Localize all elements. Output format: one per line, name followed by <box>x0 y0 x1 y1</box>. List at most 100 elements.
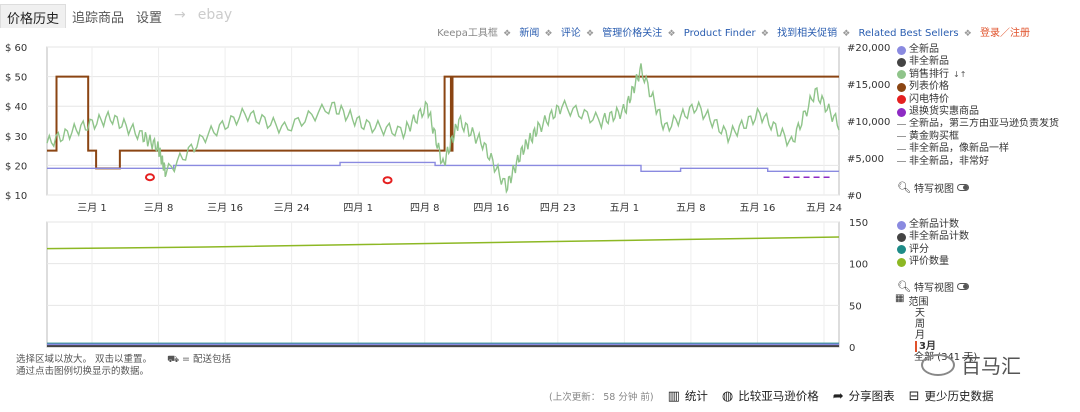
legend-item-used-like-new[interactable]: 非全新品，像新品一样 <box>897 143 1059 155</box>
legend-swatch <box>897 257 906 267</box>
legend-label: 非全新品，非常好 <box>909 155 989 167</box>
toolbar-link-best-sellers[interactable]: Related Best Sellers <box>858 28 959 39</box>
share-chart-button[interactable]: ➦ 分享图表 <box>833 388 895 404</box>
toolbar-link-price-watch[interactable]: 管理价格关注 <box>602 28 663 39</box>
close-up-label: 特写视图 <box>913 184 954 195</box>
legend-item-used-very-good[interactable]: 非全新品，非常好 <box>897 156 1059 168</box>
sort-icon[interactable]: ↓↑ <box>953 69 967 79</box>
last-updated: (上次更新： 58 分钟 前) <box>549 392 654 403</box>
close-up-label: 特写视图 <box>913 283 954 294</box>
toolbar-link-news[interactable]: 新闻 <box>519 28 540 39</box>
legend-label: 列表价格 <box>909 81 949 93</box>
legend-item-used-count[interactable]: 非全新品计数 <box>897 231 969 243</box>
toggle-switch[interactable] <box>956 283 969 290</box>
legend-item-buybox[interactable]: 黄金购买框 <box>897 131 1059 143</box>
tab-bar: 价格历史 追踪商品 设置 → ebay <box>0 4 238 28</box>
diamond-separator-icon: ❖ <box>667 29 676 39</box>
x-tick-label: 五月 8 <box>676 202 706 214</box>
search-icon: 🔍︎ <box>897 280 911 293</box>
legend-swatch <box>897 233 906 243</box>
diamond-separator-icon: ❖ <box>544 29 553 39</box>
review-count-chart[interactable]: 150 100 50 0 <box>0 215 895 355</box>
range-option-day[interactable]: 天 <box>915 308 925 319</box>
legend-item-new-count[interactable]: 全新品计数 <box>897 219 969 231</box>
close-up-toggle-bottom[interactable]: 🔍︎ 特写视图 <box>897 279 969 294</box>
price-history-chart[interactable]: $ 60 $ 50 $ 40 $ 30 $ 20 $ 10 #20,000 #15,000 #… <box>0 40 895 215</box>
legend-label: 黄金购买框 <box>909 130 959 142</box>
minus-box-icon: ⊟ <box>908 388 920 404</box>
share-icon: ➦ <box>832 388 844 404</box>
legend-item-fba[interactable]: 全新品，第三方由亚马逊负责发货 <box>897 118 1059 130</box>
series-line <box>46 236 840 250</box>
chart-hint: 选择区域以放大。 双击以重置。 ⛟ = 配送包括 通过点击图例切换显示的数据。 <box>16 354 231 378</box>
x-tick-label: 五月 1 <box>610 202 640 214</box>
legend-item-review-count[interactable]: 评价数量 <box>897 256 969 268</box>
calendar-icon: ▦ <box>895 293 905 304</box>
legend-item-warehouse[interactable]: 退换货实惠商品 <box>897 106 1059 118</box>
y-tick-label-left: $ 20 <box>5 161 27 172</box>
legend-label: 非全新品，像新品一样 <box>909 143 1009 155</box>
stats-label: 统计 <box>684 389 708 403</box>
compare-prices-button[interactable]: ◍ 比较亚马逊价格 <box>722 388 819 404</box>
tab-settings[interactable]: 设置 <box>136 11 163 26</box>
legend-item-new[interactable]: 全新品 <box>897 44 1059 56</box>
less-history-label: 更少历史数据 <box>924 389 994 403</box>
y-tick-label-right: 150 <box>849 218 868 229</box>
lightning-deal-marker <box>144 173 155 182</box>
less-history-button[interactable]: ⊟ 更少历史数据 <box>909 388 994 404</box>
close-up-toggle[interactable]: 🔍︎ 特写视图 <box>897 180 969 195</box>
legend-swatch <box>897 82 906 92</box>
legend-item-sales-rank[interactable]: 销售排行 ↓↑ <box>897 69 1059 81</box>
search-icon: 🔍︎ <box>897 181 911 194</box>
tab-price-history[interactable]: 价格历史 <box>0 4 67 28</box>
legend-label: 评价数量 <box>909 256 949 268</box>
range-options: 天 周 月 3月 <box>895 308 977 352</box>
compare-label: 比较亚马逊价格 <box>738 389 819 403</box>
y-tick-label-left: $ 10 <box>5 191 27 202</box>
legend-swatch <box>897 245 906 255</box>
x-tick-label: 三月 24 <box>274 202 310 214</box>
toolbar-link-reviews[interactable]: 评论 <box>560 28 581 39</box>
x-tick-label: 四月 1 <box>343 202 373 214</box>
x-tick-label: 四月 16 <box>473 202 509 214</box>
y-tick-label-left: $ 30 <box>5 132 27 143</box>
legend-label: 非全新品计数 <box>909 231 969 243</box>
login-register-link[interactable]: 登录／注册 <box>980 28 1030 39</box>
legend-item-lightning[interactable]: 闪电特价 <box>897 94 1059 106</box>
toolbar-link-product-finder[interactable]: Product Finder <box>683 28 756 39</box>
x-tick-label: 三月 16 <box>207 202 243 214</box>
diamond-separator-icon: ❖ <box>503 29 512 39</box>
toggle-switch[interactable] <box>956 184 969 191</box>
arrow-right-icon[interactable]: → <box>174 7 186 23</box>
y-tick-label-right: #15,000 <box>847 80 890 91</box>
y-tick-label-right: 100 <box>849 260 868 271</box>
legend-item-used[interactable]: 非全新品 <box>897 56 1059 68</box>
range-option-week[interactable]: 周 <box>915 319 925 330</box>
y-tick-label-right: #20,000 <box>847 43 890 54</box>
legend-label: 销售排行 <box>909 68 949 80</box>
legend-label: 全新品计数 <box>909 219 959 230</box>
x-tick-label: 三月 1 <box>77 202 107 214</box>
toolbar-link-deals[interactable]: 找到相关促销 <box>777 28 838 39</box>
watermark: 百马汇 <box>921 350 1021 379</box>
range-option-3month[interactable]: 3月 <box>915 341 977 352</box>
y-tick-label-left: $ 50 <box>5 73 27 84</box>
hint-zoom-text: 选择区域以放大。 双击以重置。 <box>16 354 153 365</box>
globe-icon: ◍ <box>721 388 734 404</box>
range-option-month[interactable]: 月 <box>915 330 925 341</box>
range-header: ▦ 范围 <box>895 293 977 308</box>
diamond-separator-icon: ❖ <box>963 29 972 39</box>
legend-item-list-price[interactable]: 列表价格 <box>897 81 1059 93</box>
legend-label: 全新品 <box>909 44 939 55</box>
legend-item-rating[interactable]: 评分 <box>897 244 969 256</box>
y-tick-label-left: $ 40 <box>5 102 27 113</box>
tab-tracking[interactable]: 追踪商品 <box>72 11 125 26</box>
stats-button[interactable]: ▥ 统计 <box>668 388 708 404</box>
series-line-list-price <box>47 75 839 170</box>
top-legend: 全新品 非全新品 销售排行 ↓↑ 列表价格 闪电特价 退换货实惠商品 全新品，第三… <box>897 44 1059 168</box>
tab-ebay[interactable]: ebay <box>197 7 233 23</box>
legend-swatch <box>897 220 906 230</box>
plot-frame <box>46 221 840 348</box>
x-tick-label: 五月 16 <box>740 202 776 214</box>
